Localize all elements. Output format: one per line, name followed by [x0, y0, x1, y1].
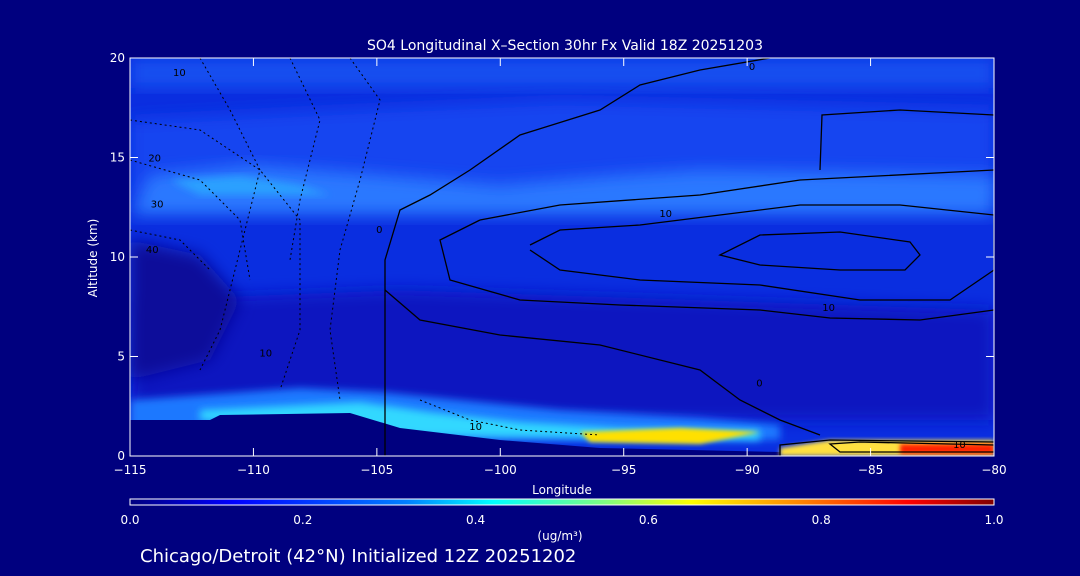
colorbar-label: (ug/m³) — [537, 529, 582, 543]
contour-10-inner — [529, 204, 994, 301]
contour-label: 0 — [376, 225, 382, 236]
footer-text: Chicago/Detroit (42°N) Initialized 12Z 2… — [140, 546, 576, 567]
field-midlevel — [130, 290, 994, 420]
contours — [384, 58, 994, 456]
contour-label: 10 — [953, 440, 966, 451]
colorbar-tick-label: 0.2 — [293, 513, 312, 527]
colorbar-tick-label: 0.8 — [812, 513, 831, 527]
x-tick-label: −115 — [114, 463, 147, 477]
contour-20-core — [718, 231, 921, 271]
contour-label: 30 — [151, 199, 164, 210]
contour-label: 10 — [259, 349, 272, 360]
x-tick-label: −110 — [237, 463, 270, 477]
field-terrain — [130, 413, 780, 456]
contour-label: 10 — [822, 303, 835, 314]
contour-zero-east — [779, 439, 994, 456]
contour-zero-ne — [819, 109, 994, 171]
contour-label: 0 — [756, 378, 762, 389]
contour-label: 10 — [659, 209, 672, 220]
x-tick-label: −100 — [484, 463, 517, 477]
x-tick-label: −105 — [360, 463, 393, 477]
contour-label: 0 — [749, 62, 755, 73]
field-upper-band-core — [170, 176, 330, 195]
contour-dotted-east — [329, 58, 381, 401]
field-top-band — [130, 58, 994, 88]
colorbar-ticks: 0.0 0.2 0.4 0.6 0.8 1.0 — [120, 513, 1003, 527]
x-axis: −115 −110 −105 −100 −95 −90 −85 −80 — [114, 58, 1007, 477]
colorbar-tick-label: 1.0 — [984, 513, 1003, 527]
field-surface-plume — [580, 428, 760, 444]
field-upper-band — [130, 165, 994, 215]
y-tick-label: 10 — [110, 250, 125, 264]
x-axis-label: Longitude — [532, 483, 592, 497]
contour-labels: 0 10 20 30 40 10 0 10 10 0 10 10 — [146, 62, 966, 451]
contours-dotted — [130, 58, 601, 436]
contour-10-lower — [439, 219, 994, 321]
contour-10-upper — [479, 169, 994, 221]
x-tick-label: −90 — [734, 463, 759, 477]
y-tick-label: 20 — [110, 51, 125, 65]
y-axis: 0 5 10 15 20 — [110, 51, 994, 463]
chart-title: SO4 Longitudinal X–Section 30hr Fx Valid… — [367, 38, 763, 54]
contour-dotted-mid — [289, 58, 321, 261]
x-tick-label: −95 — [611, 463, 636, 477]
contour-east-surface — [828, 441, 994, 453]
contour-zero-solid — [384, 58, 771, 456]
contour-dotted-bl — [419, 399, 601, 436]
field-western-low — [130, 240, 240, 380]
contour-dotted-40 — [130, 229, 211, 271]
contour-dotted-30 — [130, 159, 251, 281]
contour-label: 10 — [469, 422, 482, 433]
contour-zero-lower — [384, 289, 821, 436]
colorbar-tick-label: 0.0 — [120, 513, 139, 527]
contour-label: 20 — [148, 154, 161, 165]
y-axis-label: Altitude (km) — [86, 219, 100, 298]
y-tick-label: 15 — [110, 151, 125, 165]
contour-label: 40 — [146, 245, 159, 256]
x-tick-label: −80 — [981, 463, 1006, 477]
colorbar-tick-label: 0.4 — [466, 513, 485, 527]
contour-label: 10 — [173, 68, 186, 79]
colorbar — [129, 498, 995, 506]
y-tick-label: 5 — [117, 350, 125, 364]
contour-dotted-10 — [199, 58, 261, 371]
colorbar-tick-label: 0.6 — [639, 513, 658, 527]
x-tick-label: −85 — [858, 463, 883, 477]
y-tick-label: 0 — [117, 449, 125, 463]
heatmap-field — [130, 58, 994, 456]
